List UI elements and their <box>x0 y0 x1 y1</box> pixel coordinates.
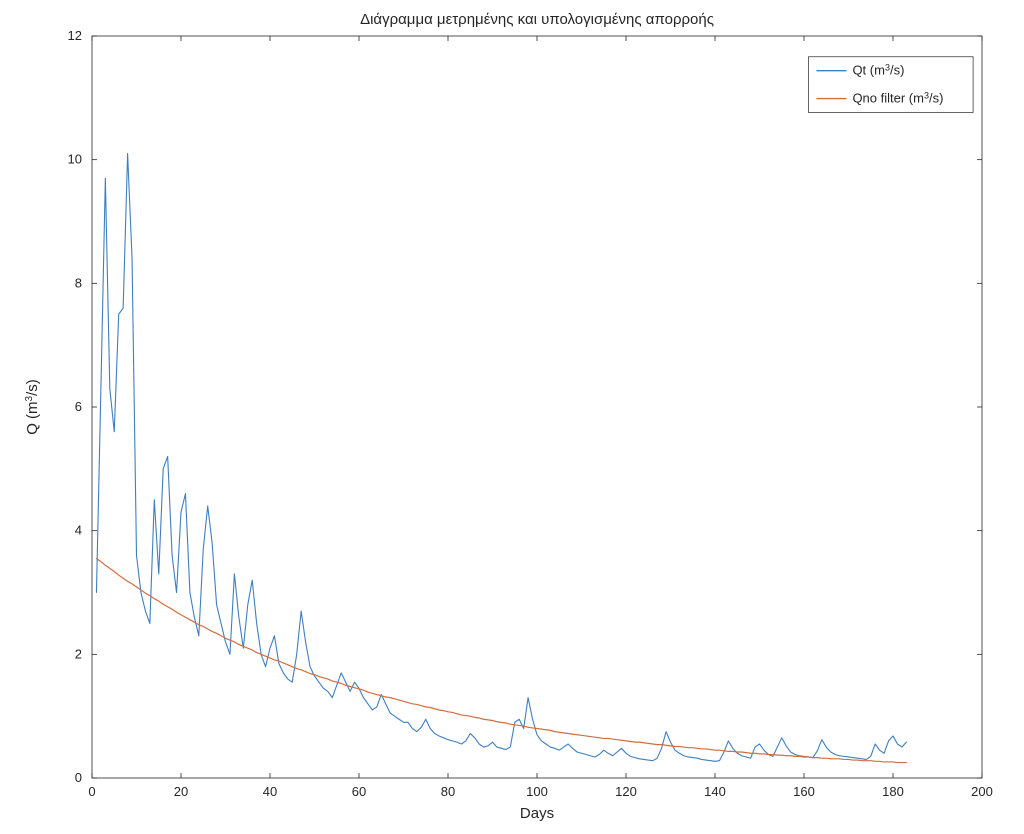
y-tick-label: 2 <box>75 646 82 661</box>
x-tick-label: 100 <box>526 784 548 799</box>
y-tick-label: 6 <box>75 399 82 414</box>
x-tick-label: 40 <box>263 784 277 799</box>
series-Qno_filter <box>96 558 906 762</box>
series-Qt <box>96 153 906 761</box>
runoff-chart: 0 20 40 60 80 100 120 140 160 180 200 0 2 4 6 8 10 12 Days… <box>0 0 1024 834</box>
y-tick-label: 0 <box>75 770 82 785</box>
x-tick-label: 200 <box>971 784 993 799</box>
chart-title: Διάγραμμα μετρημένης και υπολογισμένης α… <box>360 11 714 28</box>
x-tick-label: 60 <box>352 784 366 799</box>
x-tick-label: 0 <box>88 784 95 799</box>
y-tick-label: 8 <box>75 275 82 290</box>
y-tick-label: 4 <box>75 523 82 538</box>
x-axis-label: Days <box>520 805 554 822</box>
x-tick-label: 140 <box>704 784 726 799</box>
chart-svg: 0 20 40 60 80 100 120 140 160 180 200 0 2 4 6 8 10 12 Days… <box>0 0 1024 834</box>
y-axis-label: Q (m3/s) <box>24 379 41 435</box>
legend-label: Qt (m3/s) <box>852 63 904 78</box>
x-tick-label: 180 <box>882 784 904 799</box>
x-tick-label: 120 <box>615 784 637 799</box>
axes-box <box>92 36 982 778</box>
y-tick-label: 10 <box>68 152 82 167</box>
x-tick-label: 20 <box>174 784 188 799</box>
y-tick-label: 12 <box>68 28 82 43</box>
x-tick-label: 80 <box>441 784 455 799</box>
x-tick-label: 160 <box>793 784 815 799</box>
legend-label: Qno filter (m3/s) <box>852 91 943 106</box>
